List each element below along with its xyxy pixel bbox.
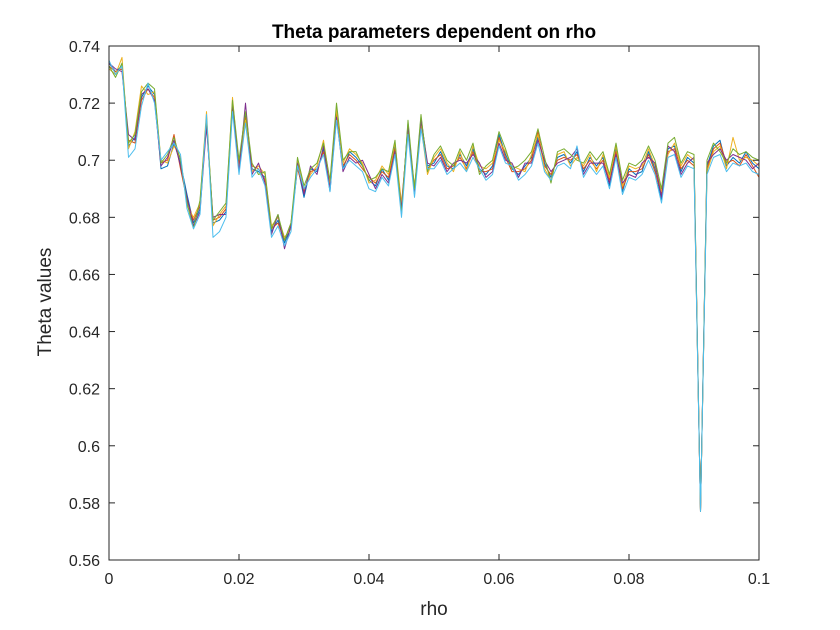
y-tick-label: 0.68 xyxy=(69,210,100,227)
y-axis-ticks: 0.56 0.58 0.6 0.62 0.64 0.66 0.68 0.7 0.72 0.74 xyxy=(69,39,759,570)
series-line-1 xyxy=(108,62,760,512)
x-axis-ticks: 0 0.02 0.04 0.06 0.08 0.1 xyxy=(105,46,770,588)
series-line-4 xyxy=(108,62,760,512)
series-line-5 xyxy=(108,62,760,512)
y-tick-label: 0.62 xyxy=(69,382,100,399)
plot-background xyxy=(109,46,759,560)
series-layer xyxy=(108,56,760,512)
series-line-3 xyxy=(108,56,760,512)
x-tick-label: 0 xyxy=(105,571,114,588)
chart-title: Theta parameters dependent on rho xyxy=(272,22,596,43)
y-tick-label: 0.7 xyxy=(78,153,100,170)
y-tick-label: 0.6 xyxy=(78,439,100,456)
axes-box xyxy=(108,45,760,561)
y-axis-label: Theta values xyxy=(35,248,56,357)
x-axis-label: rho xyxy=(420,599,447,620)
y-tick-label: 0.56 xyxy=(69,553,100,570)
plot-area: 0 0.02 0.04 0.06 0.08 0.1 0.56 0.58 0.6 0.62 0.64… xyxy=(69,39,770,588)
x-tick-label: 0.04 xyxy=(353,571,384,588)
x-tick-label: 0.02 xyxy=(223,571,254,588)
y-tick-label: 0.74 xyxy=(69,39,100,56)
y-tick-label: 0.72 xyxy=(69,96,100,113)
y-tick-label: 0.58 xyxy=(69,496,100,513)
x-tick-label: 0.1 xyxy=(748,571,770,588)
x-tick-label: 0.06 xyxy=(483,571,514,588)
y-tick-label: 0.64 xyxy=(69,325,100,342)
y-tick-label: 0.66 xyxy=(69,267,100,284)
series-line-6 xyxy=(108,60,760,512)
x-tick-label: 0.08 xyxy=(613,571,644,588)
